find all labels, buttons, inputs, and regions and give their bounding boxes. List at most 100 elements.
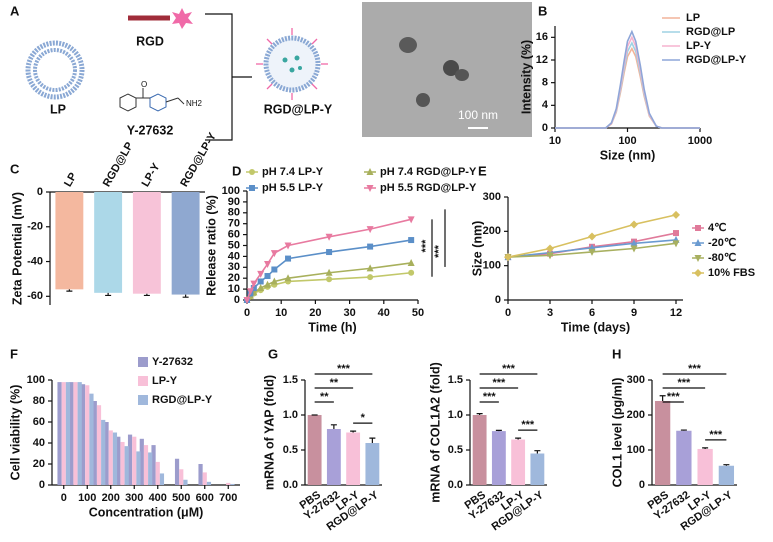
tem-image: 100 nm bbox=[362, 2, 532, 137]
y-tick-label: 20 bbox=[228, 272, 240, 284]
annotation: *** bbox=[420, 239, 432, 253]
marker bbox=[325, 233, 333, 241]
x-tick-label: 20 bbox=[309, 307, 321, 319]
bar bbox=[104, 422, 109, 485]
x-tick-label: 100 bbox=[618, 135, 636, 147]
drug-dots bbox=[282, 55, 302, 73]
y-tick-label: 300 bbox=[627, 374, 645, 386]
legend-label: LP-Y bbox=[686, 40, 712, 52]
x-tick-label: 9 bbox=[631, 307, 637, 319]
marker bbox=[672, 210, 680, 219]
marker bbox=[285, 255, 292, 262]
annotation: *** bbox=[667, 391, 681, 403]
x-tick-label: 10 bbox=[275, 307, 287, 319]
y-tick-label: 0 bbox=[234, 294, 240, 306]
molecule bbox=[119, 88, 185, 112]
y-tick-label: 0.0 bbox=[448, 479, 463, 491]
marker bbox=[284, 274, 292, 282]
bar bbox=[116, 436, 121, 485]
marker bbox=[407, 258, 415, 266]
bar bbox=[65, 382, 71, 485]
panel-label: D bbox=[232, 163, 241, 178]
y-tick-label: 60 bbox=[228, 229, 240, 241]
bar bbox=[57, 382, 62, 485]
marker bbox=[407, 216, 415, 224]
error-bar bbox=[350, 430, 357, 433]
panel-label: B bbox=[538, 3, 547, 18]
legend-label: pH 7.4 LP-Y bbox=[262, 166, 324, 178]
marker bbox=[264, 273, 271, 280]
legend-label: Y-27632 bbox=[152, 356, 193, 368]
marker bbox=[264, 280, 272, 288]
particle bbox=[443, 60, 459, 76]
panel-label: A bbox=[10, 3, 20, 18]
y-tick-label: 1.0 bbox=[283, 409, 298, 421]
marker bbox=[257, 278, 264, 285]
bar bbox=[80, 384, 86, 485]
error-bar bbox=[723, 464, 730, 466]
line bbox=[555, 29, 700, 129]
bar bbox=[151, 445, 156, 485]
y-tick-label: 0.5 bbox=[448, 444, 463, 456]
rgd-spikes bbox=[256, 28, 328, 100]
legend-label: -20℃ bbox=[708, 237, 736, 249]
scale-bar-label: 100 nm bbox=[458, 108, 498, 122]
legend-label: LP bbox=[686, 12, 700, 24]
y-tick-label: 1.5 bbox=[283, 374, 298, 386]
x-tick-label: 12 bbox=[670, 307, 682, 319]
y-tick-label: 60 bbox=[33, 416, 45, 428]
y-axis-label: Size (nm) bbox=[470, 221, 484, 277]
liposome-inner bbox=[33, 48, 77, 92]
bar bbox=[127, 434, 133, 485]
x-tick-label: RGD@LP-Y bbox=[178, 130, 219, 189]
annotation: *** bbox=[492, 377, 506, 389]
bar bbox=[174, 458, 180, 485]
annotation: ** bbox=[330, 377, 339, 389]
bar bbox=[108, 430, 113, 485]
annotation: *** bbox=[483, 391, 497, 403]
bar bbox=[94, 192, 123, 293]
x-tick-label: 0 bbox=[61, 492, 67, 504]
y-tick-label: 50 bbox=[228, 239, 240, 251]
y-tick-label: 0.5 bbox=[283, 444, 298, 456]
y-tick-label: 90 bbox=[228, 196, 240, 208]
y-tick-label: 0 bbox=[639, 479, 645, 491]
panel-label: C bbox=[10, 161, 20, 176]
y-tick-label: 80 bbox=[228, 207, 240, 219]
error-bar bbox=[702, 447, 709, 449]
legend-label: -80℃ bbox=[708, 252, 736, 264]
bar bbox=[198, 464, 203, 485]
y-tick-label: 80 bbox=[33, 395, 45, 407]
marker bbox=[408, 269, 415, 276]
liposome bbox=[263, 35, 321, 93]
bar bbox=[92, 401, 97, 485]
x-axis-label: Time (h) bbox=[308, 320, 356, 334]
marker bbox=[504, 253, 512, 262]
x-tick-label: 0 bbox=[244, 307, 250, 319]
error-bar bbox=[105, 292, 112, 297]
marker bbox=[257, 270, 265, 278]
y-tick-label: 0 bbox=[495, 294, 501, 306]
legend-marker bbox=[694, 255, 702, 262]
error-bar bbox=[495, 429, 502, 432]
marker bbox=[546, 252, 554, 260]
marker bbox=[326, 276, 333, 283]
x-tick-label: 400 bbox=[149, 492, 167, 504]
atom: O bbox=[141, 80, 147, 89]
marker bbox=[367, 274, 374, 281]
bar bbox=[530, 453, 545, 485]
y-tick-label: 100 bbox=[222, 185, 240, 197]
label: LP bbox=[50, 102, 66, 116]
error-bar bbox=[534, 450, 541, 454]
y-tick-label: 200 bbox=[483, 225, 501, 237]
x-tick-label: 3 bbox=[547, 307, 553, 319]
bar bbox=[120, 441, 125, 485]
bar bbox=[226, 482, 231, 485]
marker bbox=[672, 240, 680, 248]
y-axis-label: mRNA of COL1A2 (fold) bbox=[428, 362, 442, 503]
legend-label: pH 7.4 RGD@LP-Y bbox=[380, 166, 477, 178]
y-tick-label: 1.0 bbox=[448, 409, 463, 421]
bracket bbox=[205, 13, 252, 141]
legend-marker bbox=[366, 185, 374, 192]
